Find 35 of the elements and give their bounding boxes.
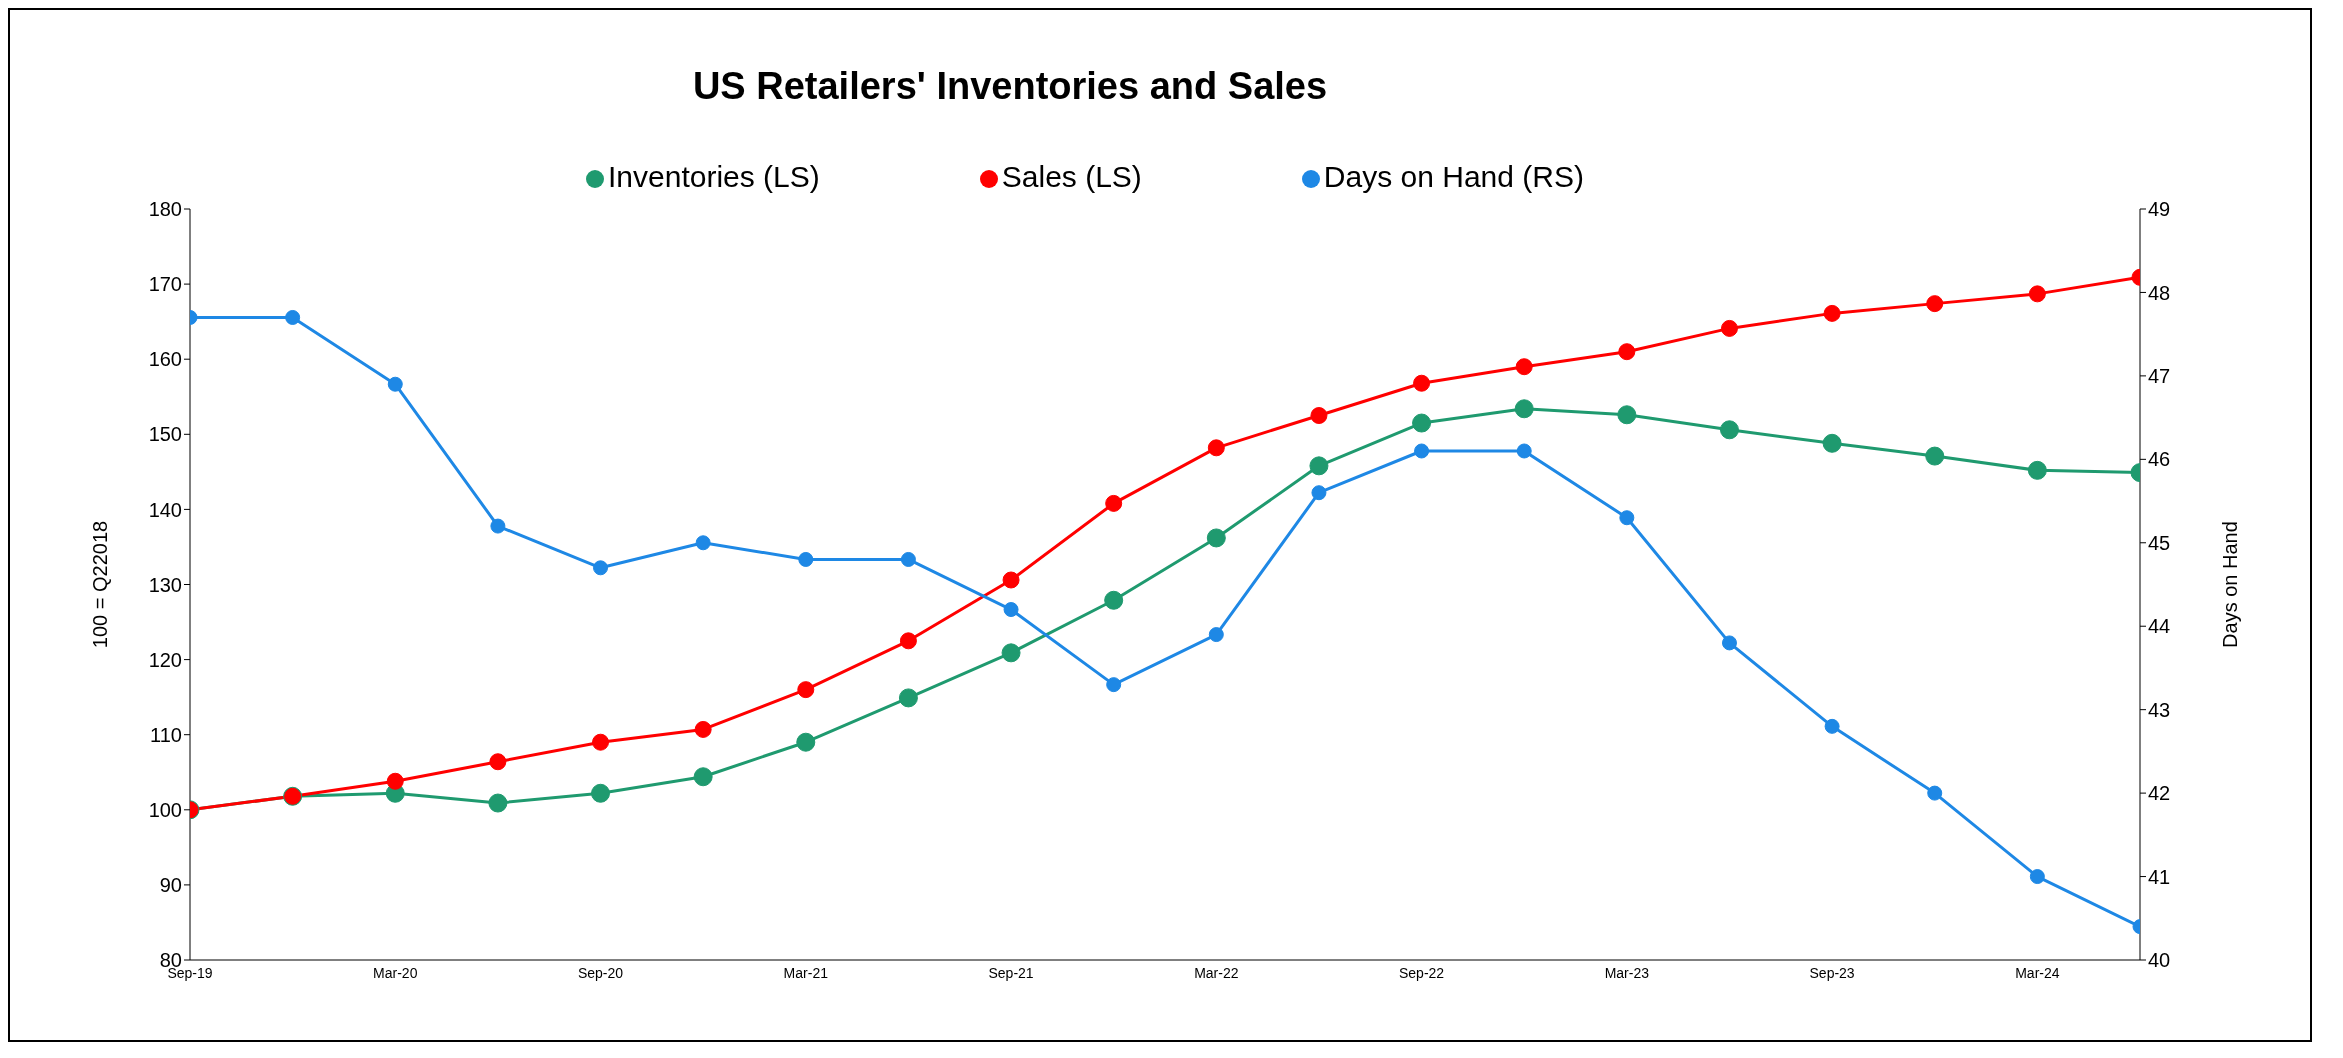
x-tick-label: Mar-23 xyxy=(1604,964,1650,981)
y2-tick-label: 47 xyxy=(2148,364,2171,387)
y2-tick-label: 48 xyxy=(2148,281,2171,304)
y-tick-label: 170 xyxy=(148,273,182,296)
x-tick-label: Sep-22 xyxy=(1399,964,1445,981)
x-tick-label: Mar-24 xyxy=(2015,964,2060,981)
y2-tick-label: 41 xyxy=(2148,865,2171,888)
y-tick-label: 120 xyxy=(148,648,182,671)
y2-tick-label: 40 xyxy=(2148,949,2171,972)
y-tick-label: 100 xyxy=(148,798,182,821)
legend-label: Inventories (LS) xyxy=(608,160,820,193)
y-tick-label: 150 xyxy=(148,423,182,446)
legend-label: Days on Hand (RS) xyxy=(1323,160,1584,193)
x-tick-label: Mar-22 xyxy=(1194,964,1239,981)
y-tick-label: 130 xyxy=(148,573,182,596)
y-axis-title: 100 = Q22018 xyxy=(89,520,112,649)
y2-tick-label: 44 xyxy=(2148,615,2171,638)
y2-tick-label: 42 xyxy=(2148,782,2171,805)
x-tick-label: Sep-20 xyxy=(577,964,624,981)
y-tick-label: 180 xyxy=(148,198,182,221)
x-tick-label: Mar-20 xyxy=(373,964,418,981)
x-tick-label: Sep-23 xyxy=(1809,964,1855,981)
x-tick-label: Sep-21 xyxy=(988,964,1034,981)
y2-tick-label: 46 xyxy=(2148,448,2171,471)
y-tick-label: 160 xyxy=(148,348,182,371)
y2-tick-label: 45 xyxy=(2148,531,2171,554)
legend-label: Sales (LS) xyxy=(1001,160,1142,193)
x-tick-label: Mar-21 xyxy=(783,964,829,981)
chart-title: US Retailers' Inventories and Sales xyxy=(691,65,1329,108)
y-tick-label: 140 xyxy=(148,498,182,521)
y2-tick-label: 49 xyxy=(2148,198,2171,221)
y-tick-label: 110 xyxy=(150,723,182,746)
y2-tick-label: 43 xyxy=(2148,698,2171,721)
y2-axis-title: Days on Hand xyxy=(2219,521,2242,648)
y-tick-label: 90 xyxy=(159,874,182,896)
